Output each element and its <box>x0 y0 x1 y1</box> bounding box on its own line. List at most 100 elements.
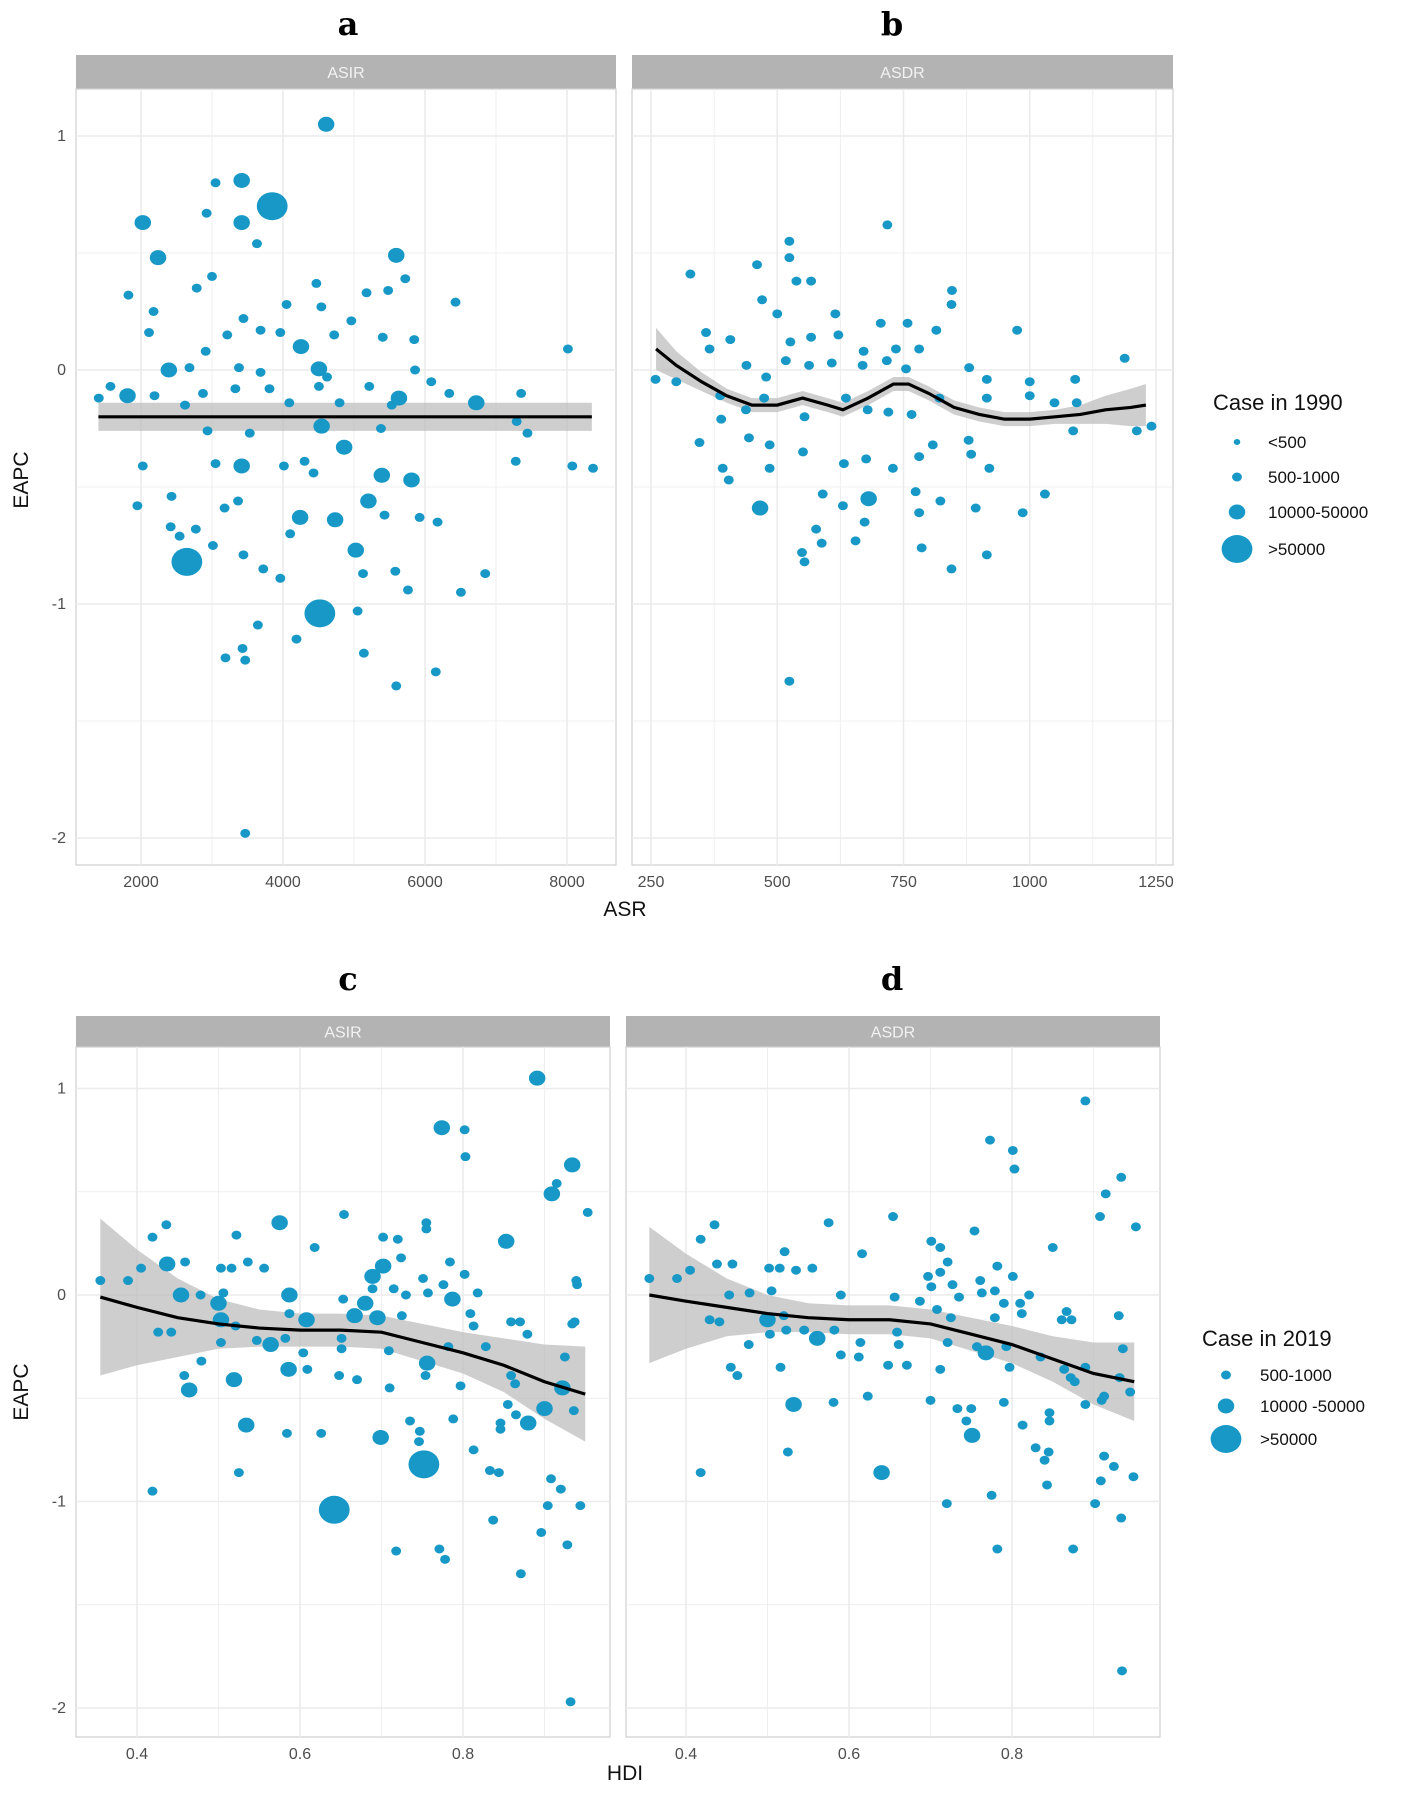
legend-key <box>1210 1425 1242 1453</box>
data-point <box>379 510 390 520</box>
data-point <box>1044 1416 1055 1426</box>
data-point <box>772 309 783 319</box>
data-point <box>893 1340 904 1350</box>
data-point <box>421 1224 432 1234</box>
data-point <box>510 1379 521 1389</box>
data-point <box>420 1371 431 1381</box>
data-point <box>717 463 728 473</box>
data-point <box>751 500 769 516</box>
data-point <box>304 599 336 628</box>
confidence-band <box>656 327 1146 427</box>
data-point <box>902 318 913 328</box>
data-point <box>153 1327 164 1337</box>
data-point <box>723 475 734 485</box>
data-point <box>992 1261 1003 1271</box>
data-point <box>935 1267 946 1277</box>
data-point <box>291 509 309 525</box>
data-point <box>149 250 167 266</box>
confidence-band <box>649 1226 1135 1421</box>
data-point <box>161 1220 172 1230</box>
x-tick-label: 1000 <box>1012 874 1048 891</box>
data-point <box>942 1257 953 1267</box>
data-point <box>401 1290 411 1300</box>
x-tick-label: 0.8 <box>452 1746 474 1763</box>
data-point <box>984 463 995 473</box>
data-point <box>237 643 248 653</box>
data-point <box>694 438 705 448</box>
data-point <box>829 1325 840 1335</box>
y-tick-label: 1 <box>57 128 66 145</box>
data-point <box>255 367 266 377</box>
data-point <box>215 1337 226 1347</box>
data-point <box>969 1226 980 1236</box>
data-point <box>1039 489 1050 499</box>
data-point <box>966 449 977 459</box>
data-point <box>551 1178 562 1188</box>
panel-label: c <box>338 960 357 998</box>
y-tick-label: 0 <box>57 1287 66 1304</box>
data-point <box>568 1406 579 1416</box>
data-point <box>465 1309 476 1319</box>
data-point <box>180 1382 198 1398</box>
data-point <box>468 395 485 411</box>
legend-label: >50000 <box>1268 540 1325 559</box>
legend-title: Case in 1990 <box>1213 390 1343 415</box>
data-point <box>781 1325 792 1335</box>
data-point <box>258 564 269 574</box>
data-point <box>562 344 573 354</box>
data-point <box>219 503 230 513</box>
panel-b: b ASDR 250 500 750 1000 1250 <box>631 5 1174 891</box>
data-point <box>709 1220 720 1230</box>
data-point <box>724 1290 735 1300</box>
data-point <box>966 1404 977 1414</box>
data-point <box>383 1346 394 1356</box>
data-point <box>388 1284 399 1294</box>
data-point <box>497 1233 515 1249</box>
data-point <box>1096 1395 1107 1405</box>
data-point <box>764 1329 775 1339</box>
data-point <box>495 1418 506 1428</box>
data-point <box>858 346 869 356</box>
data-point <box>519 1415 537 1431</box>
data-point <box>364 381 375 391</box>
data-point <box>887 463 898 473</box>
data-point <box>808 1330 826 1346</box>
data-point <box>986 1490 997 1500</box>
data-point <box>280 1333 291 1343</box>
data-point <box>782 1447 793 1457</box>
data-point <box>384 1383 395 1393</box>
data-point <box>1070 374 1081 384</box>
data-point <box>1071 398 1082 408</box>
data-point <box>791 276 802 286</box>
data-point <box>346 1308 363 1324</box>
data-point <box>1069 1377 1080 1387</box>
data-point <box>963 435 974 445</box>
data-point <box>298 1348 309 1358</box>
panel-label: d <box>881 960 903 998</box>
data-point <box>975 1276 986 1286</box>
data-point <box>882 220 893 230</box>
data-point <box>1049 398 1060 408</box>
data-point <box>444 1291 461 1307</box>
data-point <box>804 360 815 370</box>
data-point <box>480 1342 491 1352</box>
data-point <box>391 681 402 691</box>
data-point <box>1007 1145 1018 1155</box>
x-axis-title: HDI <box>607 1762 643 1785</box>
data-point <box>336 1333 347 1343</box>
data-point <box>888 1212 898 1222</box>
data-point <box>727 1259 738 1269</box>
data-point <box>191 283 202 293</box>
data-point <box>582 1207 593 1217</box>
data-point <box>210 1295 227 1311</box>
data-point <box>352 1375 362 1385</box>
data-point <box>816 538 827 548</box>
x-tick-label: 0.6 <box>838 1746 860 1763</box>
data-point <box>1131 426 1142 436</box>
smooth-line <box>99 1295 586 1396</box>
data-point <box>180 400 190 410</box>
legend-label: >50000 <box>1260 1430 1317 1449</box>
data-point <box>1125 1387 1136 1397</box>
data-point <box>989 1286 1000 1296</box>
data-point <box>280 1361 297 1377</box>
